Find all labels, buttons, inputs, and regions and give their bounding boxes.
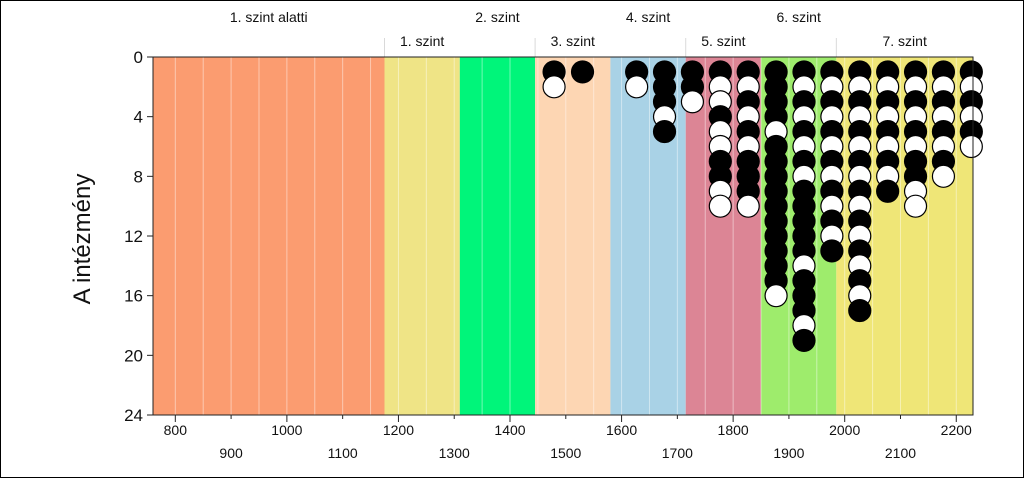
marker-white <box>708 194 732 218</box>
level-label-5: 4. szint <box>626 9 670 25</box>
y-tick-label: 24 <box>124 406 143 425</box>
marker-black <box>876 179 900 203</box>
level-band-2 <box>384 57 460 415</box>
marker-black <box>848 298 872 323</box>
x-tick-label-upper: 2200 <box>941 422 972 438</box>
y-tick-label: 12 <box>124 227 143 246</box>
x-tick-label-upper: 1800 <box>718 422 749 438</box>
level-label-1: 1. szint alatti <box>230 9 308 25</box>
level-label-8: 7. szint <box>882 33 926 49</box>
marker-white <box>625 75 649 99</box>
y-tick-label: 20 <box>124 346 143 365</box>
x-tick-label-upper: 2000 <box>829 422 860 438</box>
level-label-4: 3. szint <box>551 33 595 49</box>
marker-white <box>680 90 705 114</box>
level-label-3: 2. szint <box>475 9 519 25</box>
level-label-7: 6. szint <box>777 9 821 25</box>
level-label-6: 5. szint <box>701 33 745 49</box>
institution-markers <box>542 60 983 353</box>
x-tick-label-lower: 1500 <box>550 445 581 461</box>
level-labels: 1. szint alatti 1. szint 2. szint 3. szint 4… <box>230 9 927 57</box>
marker-black <box>792 328 816 353</box>
x-tick-label-lower: 1700 <box>662 445 693 461</box>
vertical-grid <box>174 57 957 415</box>
level-label-2: 1. szint <box>400 33 444 49</box>
y-axis-label: A intézmény <box>69 174 96 305</box>
marker-white <box>931 164 956 188</box>
y-tick-label: 16 <box>124 287 143 306</box>
marker-white <box>903 194 928 218</box>
y-tick-label: 4 <box>134 108 143 127</box>
x-tick-label-upper: 1200 <box>383 422 414 438</box>
x-tick-label-lower: 900 <box>219 445 243 461</box>
y-tick-label: 0 <box>134 48 143 67</box>
x-tick-label-upper: 1600 <box>606 422 637 438</box>
marker-white <box>736 194 760 218</box>
marker-black <box>652 119 677 144</box>
marker-black <box>820 239 844 263</box>
marker-white <box>542 75 566 99</box>
x-tick-label-upper: 800 <box>164 422 188 438</box>
x-tick-label-lower: 1100 <box>328 445 358 461</box>
x-tick-label-upper: 1400 <box>494 422 525 438</box>
x-tick-label-lower: 1900 <box>773 445 804 461</box>
marker-white <box>764 284 788 308</box>
level-band-1 <box>153 57 385 415</box>
marker-black <box>570 60 595 84</box>
x-tick-label-lower: 1300 <box>439 445 470 461</box>
level-band-3 <box>459 57 536 415</box>
x-tick-label-upper: 1000 <box>271 422 302 438</box>
y-tick-label: 8 <box>134 167 143 186</box>
marker-white <box>959 134 983 159</box>
x-tick-label-lower: 2100 <box>885 445 916 461</box>
level-band-4 <box>535 57 611 415</box>
axes: 0 4 8 12 16 20 24 800 1000 1200 1400 1600 1800 2000 22… <box>124 48 972 461</box>
